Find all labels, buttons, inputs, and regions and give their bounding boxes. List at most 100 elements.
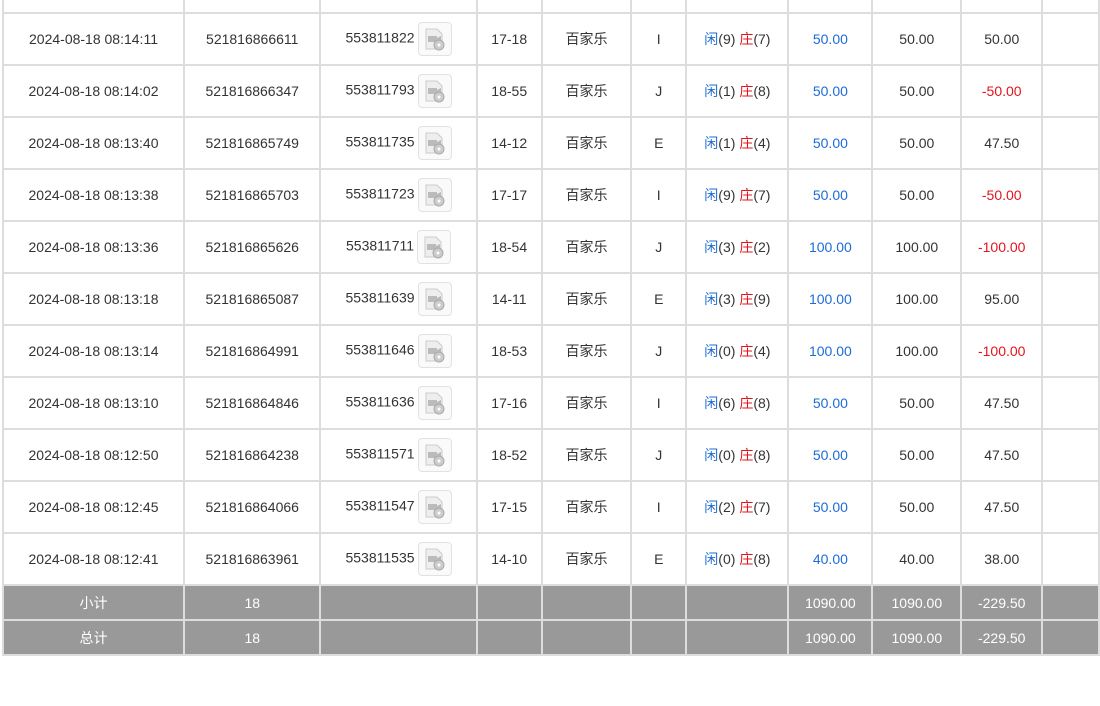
- video-replay-icon[interactable]: [417, 22, 452, 56]
- round-id: 553811639: [345, 289, 415, 306]
- valid-bet: 50.00: [871, 64, 963, 118]
- table-row: 2024-08-18 08:13:10 521816864846 5538116…: [2, 376, 1100, 430]
- bet-id: 521816866611: [182, 12, 322, 66]
- player-score: (1): [718, 135, 736, 151]
- banker-label: 庄: [739, 395, 754, 411]
- bet-time: [2, 0, 185, 14]
- video-replay-icon[interactable]: [417, 230, 452, 264]
- round-id-cell: 553811571: [319, 428, 478, 482]
- bet-amount: 100.00: [787, 324, 874, 378]
- player-label: 闲: [704, 447, 719, 463]
- table-number: 17-17: [475, 168, 543, 222]
- game-name: 百家乐: [540, 324, 633, 378]
- result: 闲(1) 庄(4): [685, 116, 790, 170]
- bet-time: 2024-08-18 08:13:14: [2, 324, 185, 378]
- banker-score: (7): [753, 499, 771, 515]
- bet-time: 2024-08-18 08:13:18: [2, 272, 185, 326]
- summary-win: -229.50: [960, 584, 1044, 621]
- win-loss: -50.00: [960, 168, 1044, 222]
- video-replay-icon[interactable]: [417, 126, 452, 160]
- bet-time: 2024-08-18 08:13:36: [2, 220, 185, 274]
- round-id-cell: 553811735: [319, 116, 478, 170]
- table-number: 14-12: [475, 116, 543, 170]
- banker-label: 庄: [739, 499, 754, 515]
- valid-bet: 50.00: [871, 12, 963, 66]
- round-id: 553811636: [345, 393, 415, 410]
- summary-win: -229.50: [960, 619, 1044, 656]
- video-replay-icon[interactable]: [417, 386, 452, 420]
- table-row: 2024-08-18 08:12:45 521816864066 5538115…: [2, 480, 1100, 534]
- extra-cell: [1041, 116, 1100, 170]
- table-number: 17-18: [475, 12, 543, 66]
- summary-count: 18: [182, 584, 322, 621]
- valid-bet: 100.00: [871, 324, 963, 378]
- win-loss: -50.00: [960, 64, 1044, 118]
- bet-id: 521816864846: [182, 376, 322, 430]
- result: 闲(0) 庄(8): [685, 428, 790, 482]
- banker-score: (4): [753, 135, 771, 151]
- result: 闲(1) 庄(8): [685, 64, 790, 118]
- game-name: 百家乐: [540, 480, 633, 534]
- round-id-cell: 553811547: [319, 480, 478, 534]
- round-id: 553811711: [346, 237, 415, 254]
- summary-label: 总计: [2, 619, 185, 656]
- round-id: 553811793: [345, 81, 415, 98]
- video-replay-icon[interactable]: [417, 438, 452, 472]
- total-row: 总计 18 1090.00 1090.00 -229.50: [2, 619, 1100, 656]
- round-id-cell: 553811723: [319, 168, 478, 222]
- seat: I: [630, 168, 688, 222]
- game-name: [540, 0, 633, 14]
- game-name: 百家乐: [540, 376, 633, 430]
- result: 闲(0) 庄(4): [685, 324, 790, 378]
- player-score: (1): [718, 83, 736, 99]
- win-loss: 95.00: [960, 272, 1044, 326]
- player-label: 闲: [704, 239, 719, 255]
- bet-id: 521816863961: [182, 532, 322, 586]
- player-score: (6): [718, 395, 736, 411]
- player-label: 闲: [704, 135, 719, 151]
- win-loss: 38.00: [960, 532, 1044, 586]
- video-replay-icon[interactable]: [417, 178, 452, 212]
- round-id: 553811535: [345, 549, 415, 566]
- banker-label: 庄: [739, 31, 754, 47]
- round-id: 553811646: [345, 341, 415, 358]
- video-replay-icon[interactable]: [417, 542, 452, 576]
- video-replay-icon[interactable]: [417, 282, 452, 316]
- valid-bet: 50.00: [871, 428, 963, 482]
- result: 闲(9) 庄(7): [685, 168, 790, 222]
- bet-id: [182, 0, 322, 14]
- player-score: (9): [718, 187, 736, 203]
- win-loss: -100.00: [960, 220, 1044, 274]
- round-id-cell: 553811636: [319, 376, 478, 430]
- banker-score: (8): [753, 551, 771, 567]
- result: [685, 0, 790, 14]
- extra-cell: [1041, 376, 1100, 430]
- extra-cell: [1041, 168, 1100, 222]
- player-label: 闲: [704, 499, 719, 515]
- game-name: 百家乐: [540, 428, 633, 482]
- player-score: (2): [718, 499, 736, 515]
- table-row: 2024-08-18 08:13:36 521816865626 5538117…: [2, 220, 1100, 274]
- round-id: 553811547: [345, 497, 415, 514]
- player-score: (0): [718, 447, 736, 463]
- valid-bet: 40.00: [871, 532, 963, 586]
- bet-time: 2024-08-18 08:14:02: [2, 64, 185, 118]
- player-score: (0): [718, 551, 736, 567]
- player-label: 闲: [704, 187, 719, 203]
- bet-id: 521816864238: [182, 428, 322, 482]
- win-loss: 50.00: [960, 12, 1044, 66]
- round-id: 553811571: [345, 445, 415, 462]
- extra-cell: [1041, 428, 1100, 482]
- seat: J: [630, 220, 688, 274]
- video-replay-icon[interactable]: [417, 334, 452, 368]
- bet-id: 521816865087: [182, 272, 322, 326]
- banker-label: 庄: [739, 343, 754, 359]
- banker-score: (8): [753, 83, 771, 99]
- round-id-cell: [319, 0, 478, 14]
- banker-score: (8): [753, 395, 771, 411]
- bet-id: 521816866347: [182, 64, 322, 118]
- round-id-cell: 553811793: [319, 64, 478, 118]
- video-replay-icon[interactable]: [417, 490, 452, 524]
- valid-bet: 50.00: [871, 168, 963, 222]
- video-replay-icon[interactable]: [417, 74, 452, 108]
